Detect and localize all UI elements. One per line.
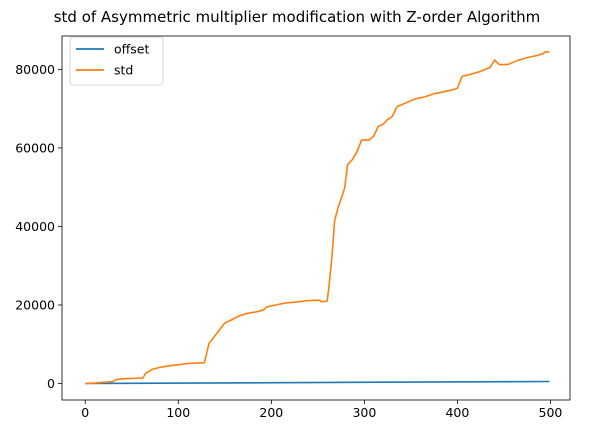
x-tick-label: 0: [81, 405, 89, 420]
series-line-std: [85, 50, 550, 385]
legend-label-std: std: [114, 63, 133, 78]
y-axis: 0 20000 40000 60000 80000: [15, 62, 62, 391]
x-tick-label: 100: [166, 405, 190, 420]
y-tick-label: 20000: [15, 297, 55, 312]
x-axis: 0 100 200 300 400 500: [81, 400, 562, 420]
x-tick-label: 400: [445, 405, 469, 420]
x-tick-label: 500: [539, 405, 563, 420]
series-layer: [85, 50, 550, 385]
y-tick-label: 80000: [15, 62, 55, 77]
plot-frame: [61, 35, 571, 401]
chart-title: std of Asymmetric multiplier modificatio…: [54, 8, 541, 26]
plot-area: [62, 36, 570, 400]
legend-label-offset: offset: [114, 42, 149, 57]
x-tick-label: 300: [352, 405, 376, 420]
y-tick-label: 40000: [15, 219, 55, 234]
y-tick-label: 60000: [15, 140, 55, 155]
series-line-offset: [85, 380, 550, 385]
x-tick-label: 200: [259, 405, 283, 420]
y-tick-label: 0: [47, 376, 55, 391]
legend: offset std: [69, 36, 164, 86]
